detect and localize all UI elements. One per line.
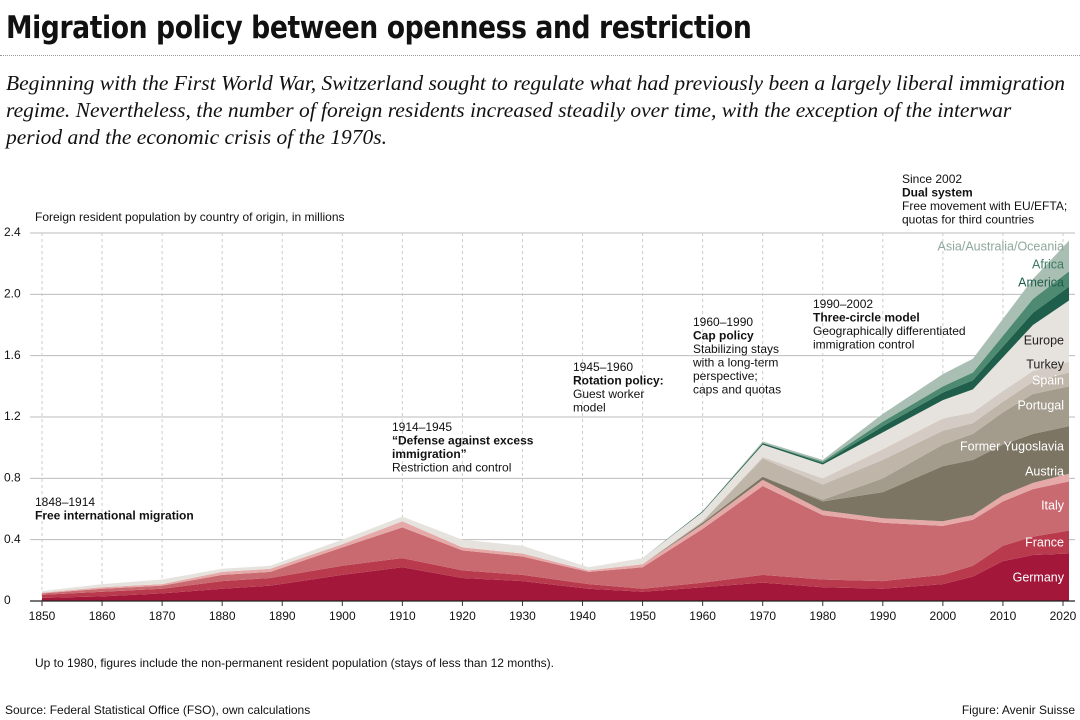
x-tick-label: 1980 — [809, 609, 836, 623]
annotation: Geographically differentiated — [813, 324, 966, 338]
annotation: Restriction and control — [392, 461, 511, 475]
y-tick-label: 2.4 — [4, 225, 21, 239]
x-tick-label: 2000 — [930, 609, 957, 623]
legend-label: Europe — [1024, 333, 1064, 347]
y-tick-label: 0.8 — [4, 471, 21, 485]
y-tick-label: 1.2 — [4, 409, 21, 423]
annotation: Three-circle model — [813, 311, 920, 325]
x-tick-label: 1900 — [329, 609, 356, 623]
legend-label: Portugal — [1017, 398, 1064, 412]
annotation: Since 2002 — [902, 172, 962, 186]
x-tick-label: 1870 — [149, 609, 176, 623]
annotation: Stabilizing stays — [693, 342, 779, 356]
x-tick-label: 1860 — [89, 609, 116, 623]
y-tick-label: 0 — [4, 593, 11, 607]
x-tick-label: 1970 — [749, 609, 776, 623]
annotation: Dual system — [902, 186, 973, 200]
annotation: perspective; — [693, 369, 758, 383]
annotation: model — [573, 401, 606, 415]
area — [42, 300, 1069, 593]
area — [42, 530, 1069, 598]
legend-label: France — [1025, 535, 1064, 549]
annotation: 1945–1960 — [573, 360, 633, 374]
x-tick-label: 2020 — [1050, 609, 1077, 623]
title: Migration policy between openness and re… — [6, 10, 752, 46]
subtitle: Beginning with the First World War, Swit… — [6, 71, 1066, 149]
annotation: immigration” — [392, 447, 467, 461]
area — [42, 426, 1069, 593]
x-tick-label: 1920 — [449, 609, 476, 623]
legend-label: Africa — [1032, 257, 1064, 271]
legend-label: America — [1018, 275, 1064, 289]
legend-label: Spain — [1032, 373, 1064, 387]
x-tick-label: 1940 — [569, 609, 596, 623]
y-tick-label: 0.4 — [4, 532, 21, 546]
x-tick-label: 1950 — [629, 609, 656, 623]
y-axis-label: Foreign resident population by country o… — [35, 210, 345, 224]
x-tick-label: 1850 — [29, 609, 56, 623]
x-tick-label: 1990 — [869, 609, 896, 623]
annotation: 1914–1945 — [392, 420, 452, 434]
annotation: Rotation policy: — [573, 374, 664, 388]
area — [42, 372, 1069, 593]
x-tick-label: 1890 — [269, 609, 296, 623]
legend-label: Asia/Australia/Oceania — [938, 239, 1065, 253]
legend-label: Turkey — [1026, 357, 1064, 371]
annotation: with a long-term — [692, 356, 778, 370]
x-tick-label: 1930 — [509, 609, 536, 623]
note: Up to 1980, figures include the non-perm… — [35, 656, 554, 670]
area — [42, 386, 1069, 593]
x-tick-label: 1960 — [689, 609, 716, 623]
source: Source: Federal Statistical Office (FSO)… — [5, 703, 310, 717]
annotation: Free international migration — [35, 509, 194, 523]
credit: Figure: Avenir Suisse — [962, 703, 1075, 717]
annotation: Free movement with EU/EFTA; — [902, 199, 1067, 213]
annotation: caps and quotas — [693, 383, 781, 397]
area — [42, 481, 1069, 595]
annotation: Guest worker — [573, 387, 644, 401]
legend-label: Former Yugoslavia — [960, 439, 1064, 453]
legend-label: Italy — [1041, 498, 1065, 512]
legend-label: Germany — [1013, 570, 1065, 584]
annotation: Cap policy — [693, 329, 754, 343]
annotation: “Defense against excess — [392, 434, 534, 448]
x-tick-label: 2010 — [990, 609, 1017, 623]
area — [42, 553, 1069, 601]
annotation: 1960–1990 — [693, 315, 753, 329]
x-tick-label: 1910 — [389, 609, 416, 623]
y-tick-label: 1.6 — [4, 348, 21, 362]
y-tick-label: 2.0 — [4, 287, 21, 301]
title-rule — [0, 55, 1080, 56]
x-tick-label: 1880 — [209, 609, 236, 623]
areas — [42, 240, 1069, 601]
legend-label: Austria — [1025, 464, 1064, 478]
annotation: immigration control — [813, 338, 914, 352]
annotation: quotas for third countries — [902, 213, 1034, 227]
area — [42, 286, 1069, 592]
annotation: 1990–2002 — [813, 297, 873, 311]
annotation: 1848–1914 — [35, 495, 95, 509]
